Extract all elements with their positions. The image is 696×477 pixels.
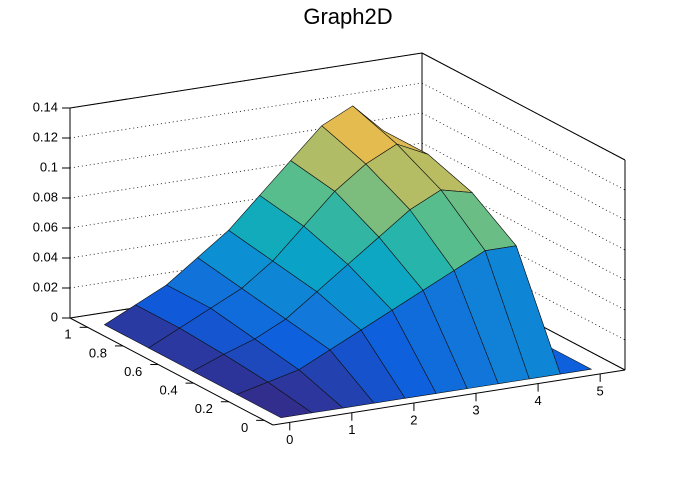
grid-line [69,52,423,109]
x-tick-label: 0 [286,432,293,447]
x-tick-label: 4 [534,393,541,408]
z-tick-label: 0.06 [33,219,58,234]
box-edge [421,52,626,161]
x-axis [272,369,626,426]
x-tick-label: 3 [472,403,479,418]
chart-title: Graph2D [303,4,392,29]
z-tick-label: 0.08 [33,189,58,204]
z-tick-label: 0.14 [33,99,58,114]
y-tick-label: 0.8 [89,345,107,360]
y-tick-label: 0.4 [159,383,177,398]
z-tick-label: 0.04 [33,249,58,264]
z-tick-label: 0 [51,309,58,324]
x-tick-label: 2 [410,412,417,427]
y-tick-label: 1 [64,327,71,342]
x-tick-label: 1 [348,422,355,437]
y-tick-label: 0 [241,420,248,435]
y-axis [69,317,274,426]
y-tick-label: 0.6 [124,364,142,379]
y-tick-label: 0.2 [195,401,213,416]
x-tick-label: 5 [597,383,604,398]
grid-line [421,82,626,191]
z-tick-label: 0.12 [33,129,58,144]
z-tick-label: 0.02 [33,279,58,294]
grid-line [69,82,423,139]
z-tick-label: 0.1 [40,159,58,174]
surface-cell [236,381,313,419]
